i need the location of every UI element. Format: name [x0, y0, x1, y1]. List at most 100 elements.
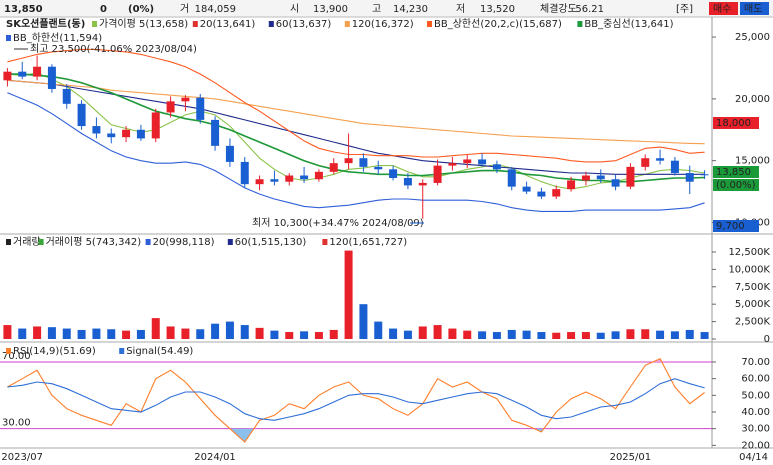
legend-swatch	[6, 348, 11, 354]
candle-body	[18, 71, 27, 77]
header-item[interactable]: [주]	[676, 4, 693, 15]
y-tick-label: 2,500K	[735, 317, 771, 328]
header-item: 0	[100, 4, 107, 15]
header-item[interactable]: 매수	[713, 3, 731, 15]
volume-bar	[77, 329, 86, 339]
x-tick-label: 04/14	[739, 452, 768, 463]
volume-bar	[151, 318, 160, 339]
candle-body	[567, 180, 576, 190]
legend-item: Signal(54.49)	[126, 346, 193, 357]
candle-body	[581, 175, 590, 181]
y-tick-label: 10,000K	[728, 264, 770, 275]
volume-bar	[359, 304, 368, 339]
x-tick-label: 2025/01	[610, 452, 652, 463]
candle-body	[626, 166, 635, 187]
candle-body	[225, 145, 234, 162]
volume-bar	[463, 330, 472, 339]
candle-body	[211, 119, 220, 146]
y-tick-label: 70.00	[741, 357, 770, 368]
header-item: 14,230	[393, 4, 428, 15]
legend-item: BB_중심선(13,641)	[584, 18, 673, 30]
candle-body	[33, 66, 42, 77]
buy-button[interactable]	[709, 2, 738, 15]
candle-body	[522, 186, 531, 192]
y-tick-label: 20,000	[735, 94, 770, 105]
volume-bar	[300, 331, 309, 339]
volume-bar	[581, 332, 590, 339]
ma-line	[7, 72, 705, 190]
sell-button[interactable]	[740, 2, 769, 15]
legend-item: 120(16,372)	[352, 19, 414, 30]
x-tick-label: 2023/07	[1, 452, 43, 463]
header-item: 56.21	[575, 4, 604, 15]
candle-body	[596, 175, 605, 180]
candle-body	[92, 126, 101, 134]
candle-body	[433, 165, 442, 183]
volume-bar	[344, 250, 353, 339]
y-tick-label: 25,000	[735, 32, 770, 43]
chart-title: SK오션플랜트(동)	[6, 17, 85, 30]
legend-swatch	[268, 21, 274, 27]
rsi-line	[7, 357, 705, 443]
candle-body	[374, 166, 383, 170]
candle-body	[552, 189, 561, 197]
legend-swatch	[119, 348, 125, 354]
candle-body	[656, 158, 665, 161]
ma-line	[7, 92, 705, 212]
volume-bar	[240, 325, 249, 339]
legend-swatch	[92, 21, 97, 27]
legend-swatch	[38, 239, 44, 245]
candle-body	[670, 160, 679, 174]
volume-bar	[685, 329, 694, 339]
header-item: (0%)	[128, 4, 154, 15]
candle-body	[255, 179, 264, 185]
y-tick-label: 15,000	[735, 156, 770, 167]
candle-body	[47, 66, 56, 89]
volume-bar	[107, 329, 116, 339]
candle-body	[136, 129, 145, 139]
price-marker: 18,000	[716, 118, 751, 129]
legend-item: 가격이평 5(13,658)	[99, 17, 188, 30]
legend-item: 60(13,637)	[276, 19, 332, 30]
candle-body	[537, 191, 546, 197]
legend-item: 20(998,118)	[153, 237, 215, 248]
header-item: 고	[372, 4, 381, 15]
candle-body	[389, 169, 398, 178]
volume-bar	[522, 330, 531, 339]
price-marker: 13,850	[716, 167, 751, 178]
volume-bar	[537, 332, 546, 339]
volume-bar	[92, 328, 101, 339]
volume-bar	[374, 321, 383, 339]
volume-bar	[211, 323, 220, 339]
volume-bar	[403, 330, 412, 339]
candle-body	[107, 133, 116, 138]
volume-bar	[18, 328, 27, 339]
header-item: 거	[180, 3, 189, 15]
candle-body	[62, 88, 71, 104]
rsi-zone-fill	[7, 428, 705, 442]
volume-bar	[478, 331, 487, 339]
candle-body	[166, 101, 175, 113]
volume-bar	[181, 328, 190, 339]
candle-body	[3, 71, 12, 81]
candle-body	[478, 159, 487, 165]
volume-bar	[255, 327, 264, 339]
price-marker-box	[713, 220, 759, 232]
legend-swatch	[192, 21, 198, 27]
volume-bar	[418, 326, 427, 339]
header-item: 저	[456, 3, 465, 15]
legend-swatch	[322, 239, 328, 245]
y-tick-label: 7,500K	[735, 282, 771, 293]
reference-label: 30.00	[2, 418, 31, 429]
header-item[interactable]: 매도	[744, 3, 762, 15]
volume-bar	[433, 325, 442, 339]
legend-item: 거래이평 5(743,342)	[46, 236, 142, 248]
ma-line	[7, 79, 705, 145]
price-marker: (0.00%)	[716, 180, 756, 191]
candle-body	[151, 112, 160, 139]
y-tick-label: 20.00	[741, 440, 770, 451]
candle-body	[700, 174, 709, 176]
volume-bar	[552, 332, 561, 339]
